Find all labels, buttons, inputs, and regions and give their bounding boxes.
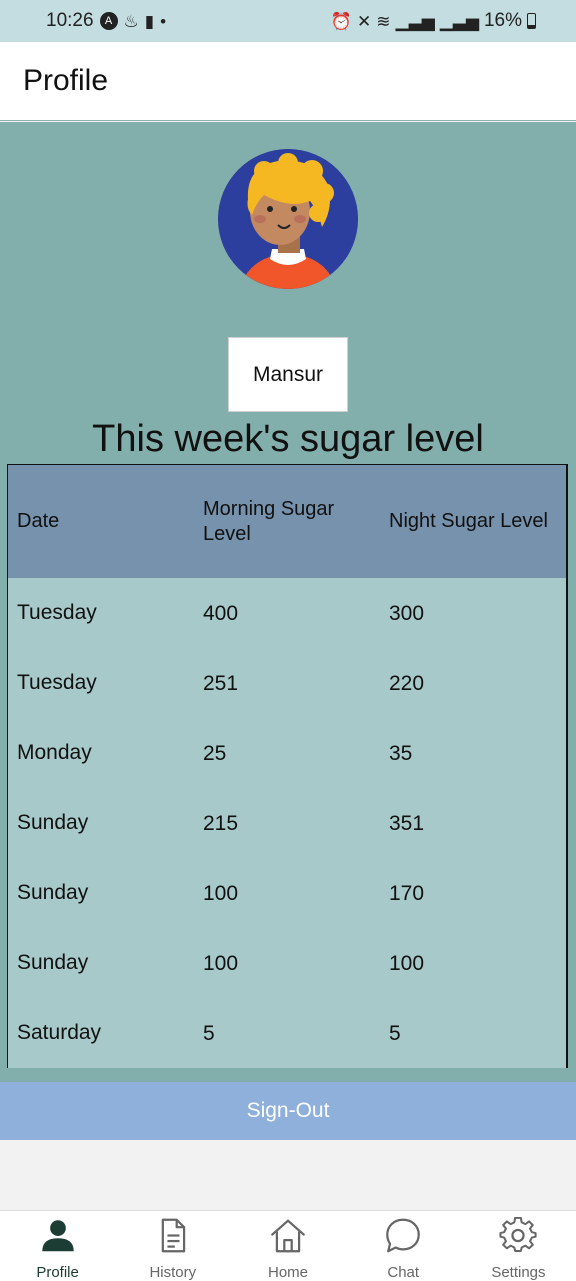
morning-level-cell: 25 bbox=[203, 741, 227, 765]
table-row: Monday 25 35 bbox=[8, 718, 566, 788]
table-row: Sunday 215 351 bbox=[8, 788, 566, 858]
table-body: Tuesday 400 300 Tuesday 251 220 Monday 25 35 Sund… bbox=[8, 578, 566, 1068]
date-cell: Sunday bbox=[17, 881, 89, 904]
sugar-level-table: Date Morning Sugar Level Night Sugar Lev… bbox=[7, 464, 568, 1068]
morning-level-cell: 100 bbox=[203, 951, 239, 975]
status-time: 10:26 bbox=[46, 10, 94, 31]
app-header: Profile bbox=[0, 42, 576, 121]
column-header-night: Night Sugar Level bbox=[389, 510, 548, 532]
night-level-cell: 100 bbox=[389, 951, 425, 975]
person-icon bbox=[41, 1220, 74, 1252]
user-name-box: Mansur bbox=[228, 337, 348, 412]
alarm-icon: ⏰ bbox=[330, 11, 352, 31]
table-row: Saturday 5 5 bbox=[8, 998, 566, 1068]
gear-icon bbox=[499, 1217, 537, 1253]
date-cell: Tuesday bbox=[17, 671, 97, 694]
date-cell: Monday bbox=[17, 741, 92, 764]
night-level-cell: 351 bbox=[389, 811, 425, 835]
bottom-navigation: Profile History Home Chat Settings bbox=[0, 1210, 576, 1281]
nav-item-settings[interactable]: Settings bbox=[461, 1211, 576, 1281]
table-row: Sunday 100 170 bbox=[8, 858, 566, 928]
cooking-pot-icon: ♨ bbox=[123, 11, 139, 31]
nav-label-history: History bbox=[149, 1264, 197, 1281]
morning-level-cell: 400 bbox=[203, 601, 239, 625]
nav-label-chat: Chat bbox=[387, 1264, 420, 1281]
sugar-table-title: This week's sugar level bbox=[92, 418, 484, 460]
nav-item-profile[interactable]: Profile bbox=[0, 1211, 115, 1281]
night-level-cell: 220 bbox=[389, 671, 425, 695]
morning-level-cell: 215 bbox=[203, 811, 239, 835]
profile-content: Mansur This week's sugar level Date Morn… bbox=[0, 122, 576, 1082]
table-row: Sunday 100 100 bbox=[8, 928, 566, 998]
date-cell: Sunday bbox=[17, 951, 89, 974]
night-level-cell: 5 bbox=[389, 1021, 401, 1045]
column-header-date: Date bbox=[17, 510, 60, 532]
battery-percent: 16% bbox=[483, 10, 522, 31]
sign-out-button[interactable]: Sign-Out bbox=[0, 1082, 576, 1140]
more-notifications-dot-icon: • bbox=[160, 11, 167, 31]
nav-label-home: Home bbox=[268, 1264, 309, 1281]
wifi-icon: ≋ bbox=[376, 11, 391, 31]
table-header-row: Date Morning Sugar Level Night Sugar Lev… bbox=[8, 465, 566, 578]
avatar-illustration bbox=[218, 149, 358, 289]
nav-item-history[interactable]: History bbox=[115, 1211, 230, 1281]
nav-item-chat[interactable]: Chat bbox=[346, 1211, 461, 1281]
status-bar: 10:26 A ♨ ▮ • ⏰ ✕ ≋ ▁▃▅ ▁▃▅ 16% bbox=[0, 0, 576, 42]
document-icon bbox=[161, 1218, 186, 1253]
night-level-cell: 300 bbox=[389, 601, 425, 625]
nav-label-profile: Profile bbox=[36, 1264, 79, 1281]
morning-level-cell: 251 bbox=[203, 671, 239, 695]
signal-2-icon: ▁▃▅ bbox=[439, 11, 479, 31]
table-row: Tuesday 251 220 bbox=[8, 648, 566, 718]
chat-bubble-icon bbox=[386, 1218, 421, 1253]
avatar bbox=[218, 149, 358, 289]
date-cell: Tuesday bbox=[17, 601, 97, 624]
date-cell: Sunday bbox=[17, 811, 89, 834]
column-header-morning: Morning Sugar Level bbox=[203, 497, 335, 545]
morning-level-cell: 100 bbox=[203, 881, 239, 905]
signal-icon: ▁▃▅ bbox=[395, 11, 435, 31]
home-icon bbox=[271, 1219, 305, 1253]
date-cell: Saturday bbox=[17, 1021, 102, 1044]
nav-item-home[interactable]: Home bbox=[230, 1211, 345, 1281]
app-notification-icon: A bbox=[99, 12, 118, 30]
table-row: Tuesday 400 300 bbox=[8, 578, 566, 648]
page-title: Profile bbox=[23, 64, 109, 97]
user-name: Mansur bbox=[252, 362, 324, 386]
battery-icon bbox=[527, 13, 536, 29]
night-level-cell: 35 bbox=[389, 741, 413, 765]
mute-icon: ✕ bbox=[357, 11, 372, 31]
night-level-cell: 170 bbox=[389, 881, 425, 905]
nav-label-settings: Settings bbox=[491, 1264, 546, 1281]
morning-level-cell: 5 bbox=[203, 1021, 215, 1045]
clipboard-icon: ▮ bbox=[144, 11, 155, 31]
